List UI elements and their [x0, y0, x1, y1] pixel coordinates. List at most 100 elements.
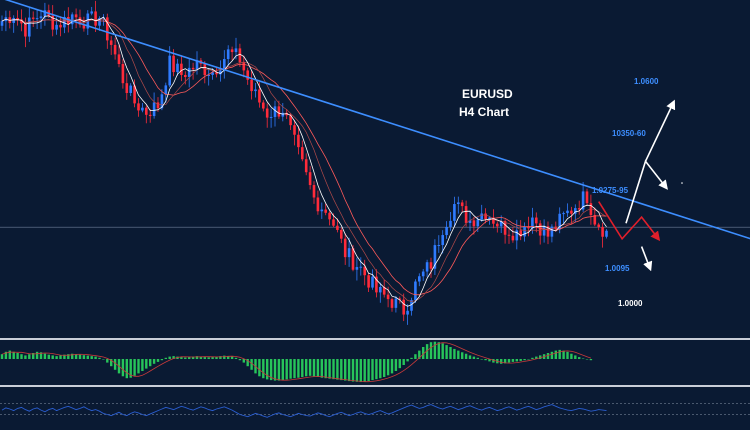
projection-down-path — [598, 201, 661, 242]
macd-bar — [328, 359, 331, 379]
macd-bar — [12, 351, 15, 359]
candle-body — [20, 19, 23, 24]
candle-body — [371, 276, 374, 288]
macd-bar — [351, 359, 355, 382]
candle-body — [207, 74, 210, 76]
candle-body — [355, 267, 359, 270]
candle-body — [398, 298, 402, 300]
macd-bar — [168, 356, 171, 359]
macd-bar — [472, 356, 476, 359]
candle-body — [82, 24, 86, 29]
candle-body — [230, 49, 234, 53]
macd-bar — [184, 357, 187, 359]
candle-body — [265, 108, 269, 118]
macd-bar — [90, 356, 93, 359]
candle-body — [531, 217, 534, 229]
candle-body — [223, 59, 226, 71]
candle-body — [113, 44, 117, 55]
candle-body — [460, 202, 464, 207]
macd-bar — [8, 350, 11, 359]
macd-bar — [445, 345, 448, 359]
candle-body — [297, 134, 300, 148]
macd-bar — [121, 359, 125, 377]
macd-bar — [4, 351, 8, 359]
candle-body — [480, 213, 483, 220]
macd-bar — [43, 353, 47, 359]
macd-bar — [297, 359, 300, 378]
candle-body — [55, 24, 58, 30]
candle-body — [0, 21, 4, 26]
candle-body — [168, 55, 171, 86]
candle-body — [301, 147, 304, 160]
candle-body — [515, 230, 519, 241]
macd-bar — [39, 352, 43, 359]
macd-bar — [133, 359, 136, 376]
candle-body — [273, 106, 277, 117]
macd-bar — [129, 359, 132, 378]
candle-body — [262, 102, 265, 109]
moving-average-fast — [1, 15, 607, 307]
candle-body — [445, 226, 448, 236]
candle-body — [98, 18, 101, 26]
macd-bar — [16, 353, 19, 359]
candle-body — [379, 286, 382, 293]
candle-body — [574, 208, 577, 214]
candle-body — [35, 18, 39, 20]
overlay: EURUSD H4 Chart 1.0600 10350-60 1.0275-9… — [459, 77, 659, 308]
macd-bar — [355, 359, 359, 382]
macd-bar — [273, 359, 277, 381]
candle-body — [78, 17, 82, 25]
macd-bar — [191, 356, 195, 359]
macd-bar — [281, 359, 284, 381]
macd-bar — [347, 359, 351, 382]
stray-dot — [681, 182, 683, 184]
candle-body — [211, 72, 214, 75]
macd-bar — [74, 354, 78, 359]
candle-body — [523, 226, 526, 237]
candle-body — [519, 230, 522, 237]
candle-body — [184, 74, 187, 78]
candle-body — [581, 191, 585, 210]
candle-body — [289, 115, 292, 126]
macd-bar — [433, 341, 437, 359]
macd-bar — [195, 356, 199, 359]
candle-body — [390, 299, 394, 308]
macd-bar — [293, 359, 296, 379]
macd-bar — [550, 351, 554, 359]
macd-bar — [289, 359, 292, 379]
macd-bar — [285, 359, 288, 380]
candle-body — [145, 107, 148, 115]
macd-bar — [223, 355, 226, 359]
candle-body — [254, 89, 257, 92]
candle-body — [234, 48, 238, 53]
macd-bar — [98, 357, 101, 359]
candle-body — [382, 286, 386, 295]
macd-bar — [0, 354, 4, 359]
candle-body — [219, 70, 222, 75]
candle-body — [476, 219, 480, 227]
candle-body — [180, 63, 183, 75]
moving-average-slow — [1, 18, 607, 296]
macd-bar — [301, 359, 304, 377]
candle-body — [39, 16, 43, 19]
macd-bar — [425, 344, 429, 359]
candle-body — [437, 245, 441, 247]
candle-body — [418, 276, 421, 282]
macd-bar — [28, 354, 31, 359]
candle-body — [558, 213, 561, 230]
macd-bar — [20, 354, 23, 359]
macd-bar — [449, 347, 452, 359]
macd-bar — [558, 349, 561, 359]
macd-signal-line — [1, 342, 592, 383]
candle-body — [133, 85, 136, 104]
macd-bar — [492, 359, 495, 363]
macd-bar — [340, 359, 343, 381]
macd-bar — [410, 357, 413, 359]
candle-body — [406, 310, 409, 315]
macd-bar — [332, 359, 335, 380]
macd-bar — [199, 356, 203, 359]
candle-body — [164, 85, 168, 95]
macd-bar — [55, 356, 58, 359]
candle-body — [535, 217, 538, 224]
macd-bar — [277, 359, 281, 381]
